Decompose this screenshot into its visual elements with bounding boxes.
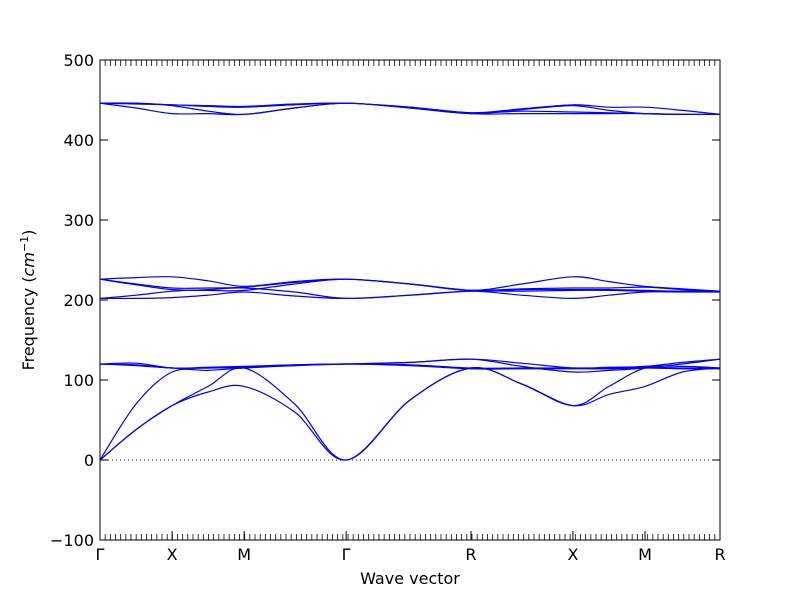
- band-line-15: [99, 102, 721, 116]
- x-tick-label: R: [714, 545, 725, 564]
- ticks-layer: [99, 59, 721, 541]
- x-axis-title: Wave vector: [360, 569, 460, 588]
- y-tick-label: 500: [63, 51, 94, 70]
- band-line-11: [99, 278, 721, 292]
- y-tick-label: 0: [84, 451, 94, 470]
- band-line-3: [99, 358, 721, 461]
- x-tick-label: M: [638, 545, 652, 564]
- y-tick-label: 200: [63, 291, 94, 310]
- y-axis-title-suffix: ): [19, 230, 38, 236]
- plot-frame: [99, 59, 721, 541]
- y-tick-label: 400: [63, 131, 94, 150]
- y-axis-title-exponent: −1: [18, 236, 31, 252]
- y-tick-labels: −100 0 100 200 300 400 500: [50, 51, 94, 550]
- y-axis-title-prefix: Frequency (: [19, 276, 38, 370]
- band-line-2: [99, 365, 721, 461]
- band-line-1: [99, 367, 721, 461]
- series-layer: [99, 102, 721, 461]
- y-tick-label: −100: [50, 531, 94, 550]
- x-tick-label: X: [167, 545, 178, 564]
- x-tick-label: M: [237, 545, 251, 564]
- x-tick-label: X: [567, 545, 578, 564]
- y-axis-title-unit: cm: [19, 252, 38, 276]
- y-axis-title: Frequency (cm−1): [18, 230, 38, 371]
- y-tick-label: 300: [63, 211, 94, 230]
- band-line-6: [99, 363, 721, 370]
- x-tick-label: Γ: [342, 545, 351, 564]
- x-tick-label: Γ: [96, 545, 105, 564]
- y-tick-label: 100: [63, 371, 94, 390]
- x-tick-label: R: [465, 545, 476, 564]
- band-line-5: [99, 358, 721, 369]
